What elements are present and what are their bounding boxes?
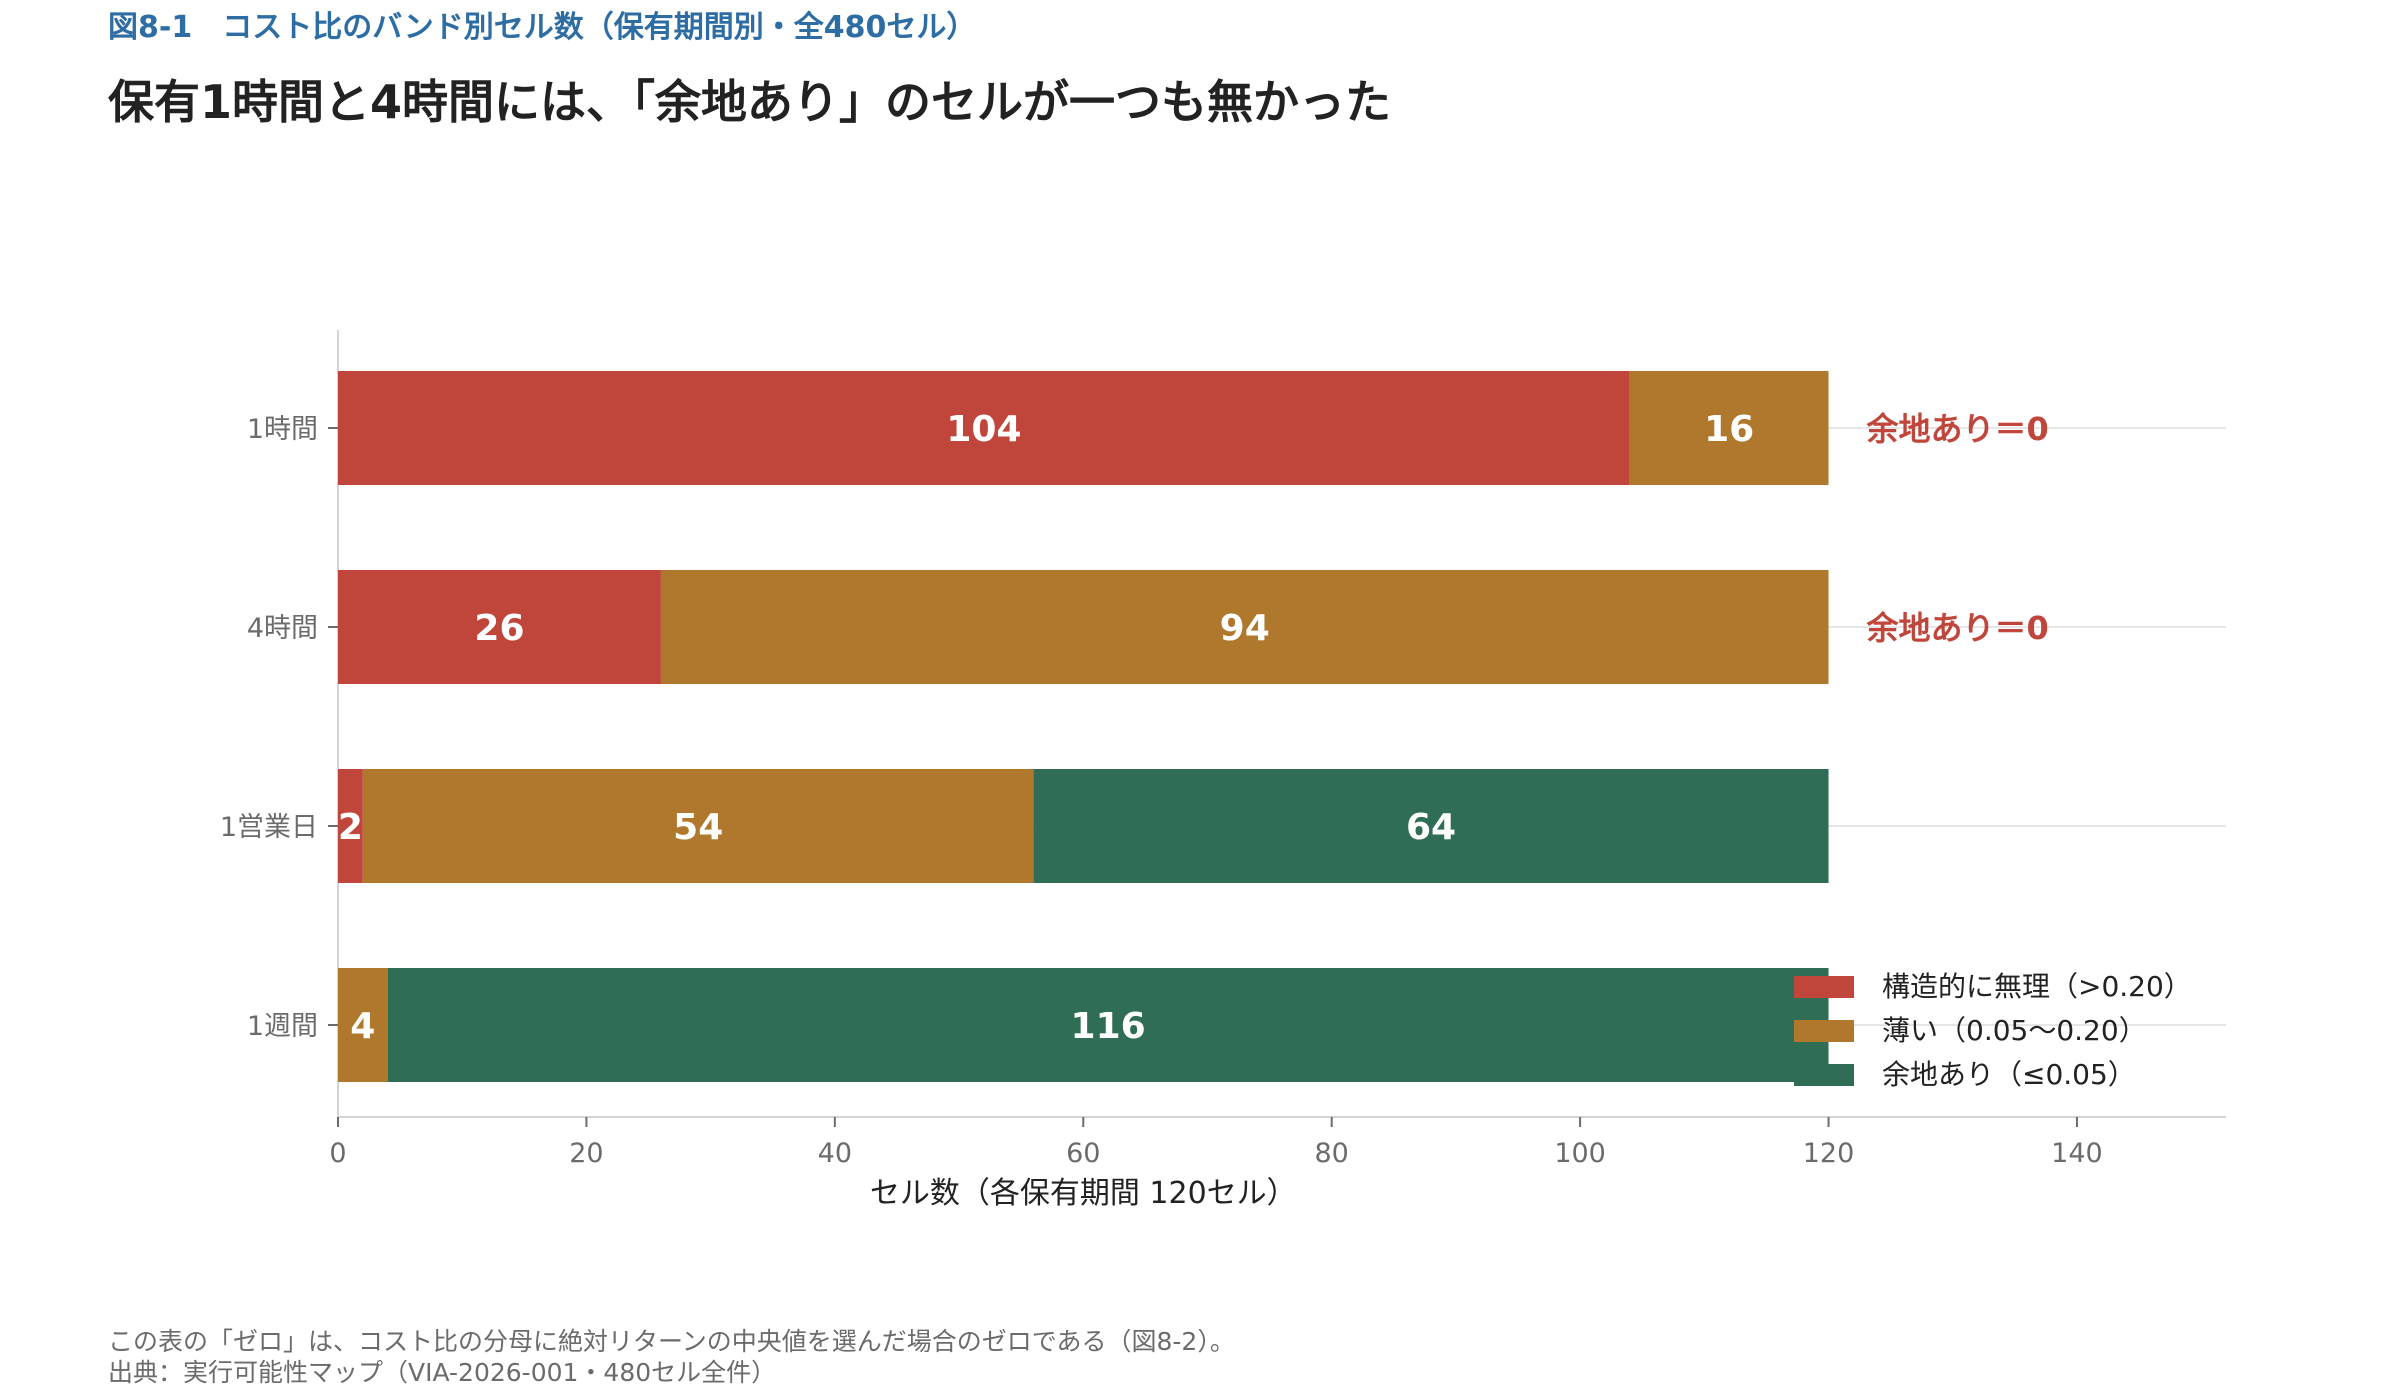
bar-value-label: 116 bbox=[1071, 1006, 1146, 1047]
bar-value-label: 94 bbox=[1220, 608, 1270, 649]
x-axis-title: セル数（各保有期間 120セル） bbox=[870, 1176, 1297, 1211]
bar-segment bbox=[660, 570, 1829, 684]
bar-value-label: 104 bbox=[946, 409, 1021, 450]
x-tick-label: 0 bbox=[329, 1138, 346, 1169]
bar-value-label: 4 bbox=[350, 1006, 375, 1047]
bar-value-label: 26 bbox=[474, 608, 524, 649]
y-tick-label: 1営業日 bbox=[220, 812, 318, 843]
bar-value-label: 16 bbox=[1704, 409, 1754, 450]
legend-swatch bbox=[1794, 976, 1854, 998]
legend-label: 薄い（0.05〜0.20） bbox=[1882, 1014, 2147, 1047]
x-tick-label: 120 bbox=[1803, 1138, 1855, 1169]
bar-segment bbox=[1033, 769, 1829, 883]
footnote: この表の「ゼロ」は、コスト比の分母に絶対リターンの中央値を選んだ場合のゼロである… bbox=[108, 1327, 1235, 1356]
zero-annotation: 余地あり＝0 bbox=[1866, 410, 2049, 448]
y-tick-label: 1時間 bbox=[247, 414, 318, 445]
x-tick-label: 140 bbox=[2051, 1138, 2103, 1169]
x-tick-label: 80 bbox=[1315, 1138, 1349, 1169]
bar-segment bbox=[1629, 371, 1829, 485]
legend-label: 余地あり（≤0.05） bbox=[1882, 1058, 2136, 1091]
x-tick-label: 100 bbox=[1554, 1138, 1606, 1169]
source-line: 出典：実行可能性マップ（VIA-2026-001・480セル全件） bbox=[108, 1358, 777, 1387]
y-tick-label: 4時間 bbox=[247, 613, 318, 644]
bar-value-label: 64 bbox=[1406, 807, 1456, 848]
bar-segment bbox=[338, 968, 388, 1082]
legend-label: 構造的に無理（>0.20） bbox=[1882, 970, 2192, 1003]
x-tick-label: 40 bbox=[818, 1138, 852, 1169]
bar-segment bbox=[338, 570, 661, 684]
legend-swatch bbox=[1794, 1064, 1854, 1086]
y-tick-label: 1週間 bbox=[247, 1011, 318, 1042]
x-tick-label: 20 bbox=[569, 1138, 603, 1169]
bar-segment bbox=[362, 769, 1034, 883]
figure-label: 図8-1 コスト比のバンド別セル数（保有期間別・全480セル） bbox=[108, 10, 977, 45]
bar-segment bbox=[338, 371, 1630, 485]
zero-annotation: 余地あり＝0 bbox=[1866, 609, 2049, 647]
legend-swatch bbox=[1794, 1020, 1854, 1042]
headline: 保有1時間と4時間には、「余地あり」のセルが一つも無かった bbox=[108, 75, 1392, 129]
bar-segment bbox=[387, 968, 1829, 1082]
bar-segment bbox=[338, 769, 363, 883]
bar-value-label: 54 bbox=[673, 807, 723, 848]
x-tick-label: 60 bbox=[1066, 1138, 1100, 1169]
bar-value-label: 2 bbox=[338, 807, 363, 848]
